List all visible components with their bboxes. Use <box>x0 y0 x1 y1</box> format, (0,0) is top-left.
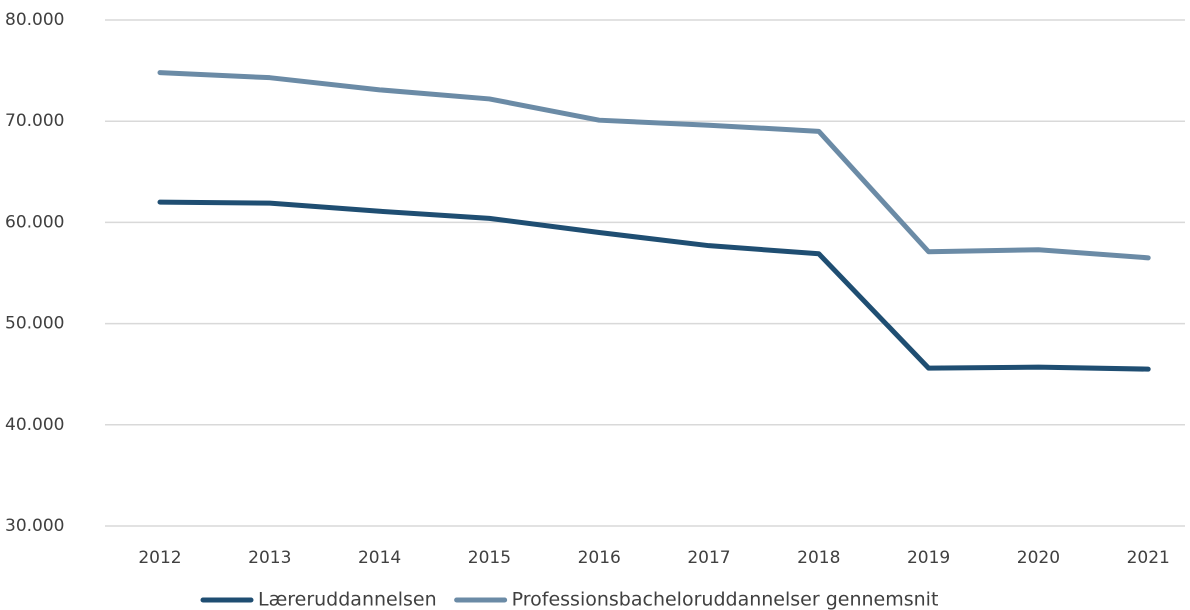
x-tick-label: 2019 <box>907 548 950 568</box>
x-tick-label: 2016 <box>578 548 621 568</box>
x-tick-label: 2014 <box>358 548 401 568</box>
y-tick-label: 40.000 <box>5 415 64 435</box>
x-tick-label: 2013 <box>248 548 291 568</box>
series-line <box>157 70 1151 261</box>
legend-label: Læreruddannelsen <box>258 589 437 610</box>
y-tick-label: 60.000 <box>5 212 64 232</box>
legend-label: Professionsbacheloruddannelser gennemsni… <box>512 589 939 610</box>
y-tick-label: 70.000 <box>5 111 64 131</box>
x-tick-label: 2015 <box>468 548 511 568</box>
y-tick-label: 50.000 <box>5 314 64 334</box>
x-tick-label: 2017 <box>687 548 730 568</box>
x-tick-label: 2012 <box>138 548 181 568</box>
y-tick-label: 80.000 <box>5 10 64 30</box>
x-tick-label: 2020 <box>1017 548 1060 568</box>
x-tick-label: 2021 <box>1127 548 1170 568</box>
y-tick-label: 30.000 <box>5 516 64 536</box>
series-line <box>157 199 1151 372</box>
x-tick-label: 2018 <box>797 548 840 568</box>
